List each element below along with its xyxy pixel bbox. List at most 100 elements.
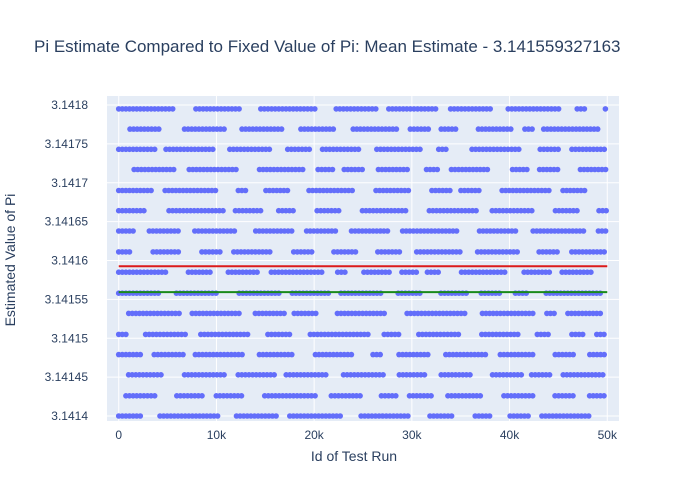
data-point xyxy=(417,146,423,153)
data-point xyxy=(330,126,337,132)
data-point xyxy=(365,331,371,338)
data-point xyxy=(457,249,463,255)
data-point xyxy=(236,310,242,317)
data-point xyxy=(555,106,562,112)
data-point xyxy=(199,393,205,399)
data-point xyxy=(421,372,428,378)
data-point xyxy=(600,372,606,378)
data-point xyxy=(432,106,439,112)
data-point xyxy=(175,249,182,255)
data-point xyxy=(278,126,285,132)
x-tick-label: 10k xyxy=(207,428,227,442)
data-point xyxy=(425,351,431,358)
data-point xyxy=(579,331,586,338)
data-point xyxy=(312,106,318,112)
data-point xyxy=(602,106,609,112)
data-point xyxy=(413,269,420,276)
data-point xyxy=(288,228,295,234)
x-axis-ticks: 0 10k 20k 30k 40k 50k xyxy=(115,428,618,442)
reference-lines xyxy=(118,265,608,294)
data-point xyxy=(373,106,379,112)
y-tick-label: 3.1416 xyxy=(51,254,88,268)
data-point xyxy=(254,269,260,276)
data-point xyxy=(467,372,473,378)
data-point xyxy=(585,413,592,419)
data-point xyxy=(601,331,607,338)
data-point xyxy=(603,207,609,214)
data-point xyxy=(461,310,468,317)
y-axis-ticks: 3.1414 3.14145 3.1415 3.14155 3.1416 3.14165 3… xyxy=(45,98,89,423)
data-point xyxy=(530,310,536,317)
y-tick-label: 3.14175 xyxy=(45,137,89,151)
data-point xyxy=(377,351,384,358)
data-point xyxy=(515,331,521,338)
data-point xyxy=(546,269,553,276)
data-point xyxy=(352,249,359,255)
data-point xyxy=(486,413,493,419)
data-point xyxy=(156,126,162,132)
data-point xyxy=(308,249,315,255)
data-point xyxy=(601,393,607,399)
data-point xyxy=(434,166,441,173)
data-point xyxy=(233,166,239,173)
data-point xyxy=(455,331,462,338)
data-point xyxy=(313,310,319,317)
data-point xyxy=(348,351,355,358)
data-point xyxy=(151,393,158,399)
y-tick-label: 3.1418 xyxy=(51,98,88,112)
data-point xyxy=(477,393,484,399)
data-point xyxy=(175,228,181,234)
data-point xyxy=(386,269,392,276)
data-point xyxy=(381,310,388,317)
data-point xyxy=(380,372,386,378)
x-tick-label: 20k xyxy=(304,428,324,442)
data-point xyxy=(393,126,400,132)
data-point xyxy=(170,166,177,173)
y-tick-label: 3.1414 xyxy=(51,409,88,423)
data-point xyxy=(337,413,344,419)
data-point xyxy=(529,351,536,358)
x-tick-label: 50k xyxy=(598,428,618,442)
data-point xyxy=(428,393,434,399)
data-point xyxy=(529,126,535,132)
data-point xyxy=(141,207,147,214)
data-point xyxy=(501,269,508,276)
x-axis-title: Id of Test Run xyxy=(311,448,397,464)
data-point xyxy=(359,166,366,173)
data-point xyxy=(588,269,594,276)
data-point xyxy=(546,187,552,194)
x-tick-label: 30k xyxy=(402,428,422,442)
data-point xyxy=(221,126,227,132)
data-point xyxy=(602,166,609,173)
data-point xyxy=(357,393,363,399)
data-point xyxy=(236,106,242,112)
data-point xyxy=(306,146,313,153)
data-point xyxy=(545,331,551,338)
data-point xyxy=(169,106,176,112)
data-point xyxy=(176,310,182,317)
data-point xyxy=(244,331,251,338)
data-point xyxy=(574,207,580,214)
data-point xyxy=(342,269,348,276)
data-point xyxy=(162,269,169,276)
data-point xyxy=(402,207,409,214)
y-tick-label: 3.14155 xyxy=(45,292,89,306)
data-point xyxy=(554,166,561,173)
data-point xyxy=(529,207,535,214)
data-point xyxy=(396,249,403,255)
data-point xyxy=(231,228,238,234)
chart-title: Pi Estimate Compared to Fixed Value of P… xyxy=(34,37,621,56)
data-point xyxy=(123,331,129,338)
data-point xyxy=(393,393,399,399)
data-point xyxy=(555,146,561,153)
data-point xyxy=(425,126,432,132)
data-point xyxy=(266,146,273,153)
scatter-points xyxy=(115,106,609,419)
data-point xyxy=(601,351,607,358)
data-point xyxy=(151,146,158,153)
data-point xyxy=(137,413,144,419)
data-point xyxy=(267,249,273,255)
data-point xyxy=(443,146,449,153)
data-point xyxy=(405,187,412,194)
